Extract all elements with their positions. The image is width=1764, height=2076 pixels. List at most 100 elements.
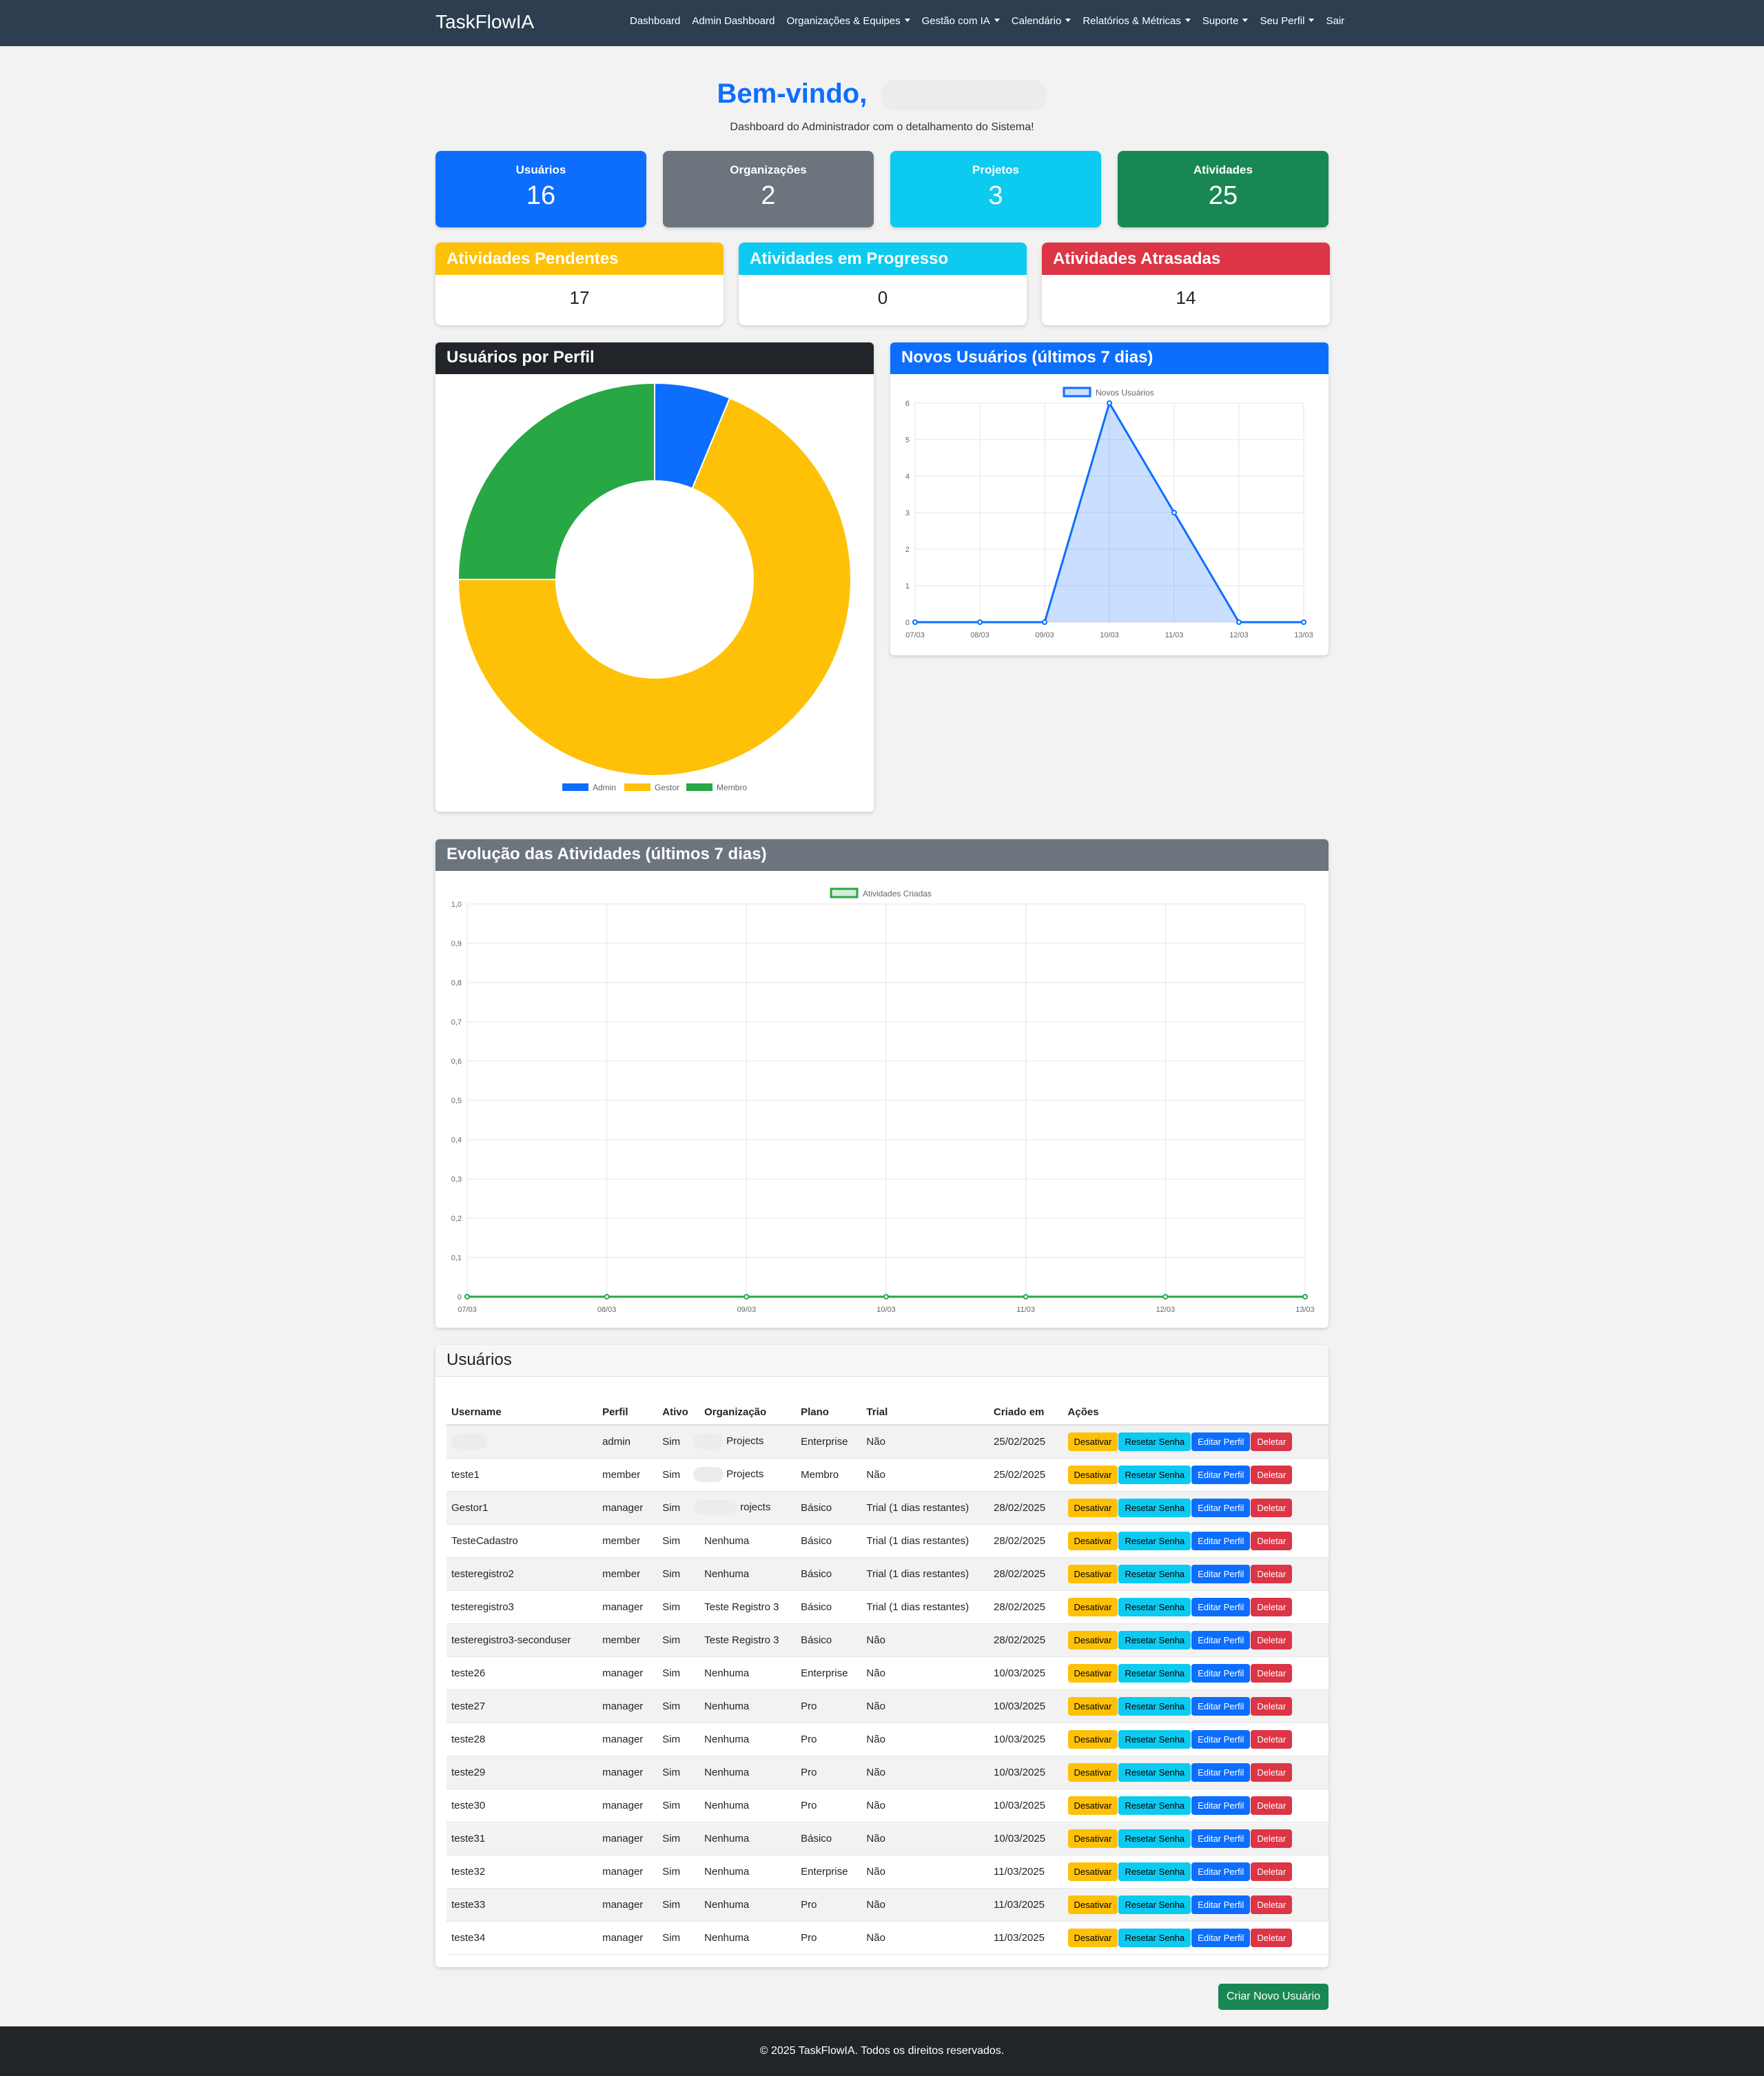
reset-password-button[interactable]: Resetar Senha	[1118, 1796, 1191, 1815]
edit-profile-button[interactable]: Editar Perfil	[1191, 1862, 1251, 1881]
edit-profile-button[interactable]: Editar Perfil	[1191, 1597, 1251, 1616]
edit-profile-button[interactable]: Editar Perfil	[1191, 1796, 1251, 1815]
deactivate-button[interactable]: Desativar	[1067, 1564, 1118, 1583]
data-point[interactable]	[1236, 619, 1242, 625]
nav-item-calendario[interactable]: Calendário	[1012, 15, 1071, 27]
data-point[interactable]	[977, 619, 983, 625]
column-header-plano[interactable]: Plano	[796, 1395, 862, 1426]
reset-password-button[interactable]: Resetar Senha	[1118, 1531, 1191, 1550]
edit-profile-button[interactable]: Editar Perfil	[1191, 1531, 1251, 1550]
data-point[interactable]	[1171, 510, 1177, 515]
edit-profile-button[interactable]: Editar Perfil	[1191, 1928, 1251, 1947]
deactivate-button[interactable]: Desativar	[1067, 1465, 1118, 1484]
deactivate-button[interactable]: Desativar	[1067, 1895, 1118, 1914]
deactivate-button[interactable]: Desativar	[1067, 1663, 1118, 1683]
edit-profile-button[interactable]: Editar Perfil	[1191, 1432, 1251, 1451]
delete-button[interactable]: Deletar	[1251, 1498, 1293, 1517]
data-point[interactable]	[1162, 1294, 1169, 1299]
legend-label[interactable]: Novos Usuários	[1096, 388, 1154, 398]
edit-profile-button[interactable]: Editar Perfil	[1191, 1663, 1251, 1683]
column-header-criado-em[interactable]: Criado em	[989, 1395, 1063, 1426]
data-point[interactable]	[604, 1294, 610, 1299]
legend-label-admin[interactable]: Admin	[593, 783, 616, 792]
reset-password-button[interactable]: Resetar Senha	[1118, 1829, 1191, 1848]
reset-password-button[interactable]: Resetar Senha	[1118, 1564, 1191, 1583]
reset-password-button[interactable]: Resetar Senha	[1118, 1432, 1191, 1451]
column-header-acoes[interactable]: Ações	[1063, 1395, 1329, 1426]
deactivate-button[interactable]: Desativar	[1067, 1630, 1118, 1650]
reset-password-button[interactable]: Resetar Senha	[1118, 1465, 1191, 1484]
delete-button[interactable]: Deletar	[1251, 1762, 1293, 1782]
column-header-perfil[interactable]: Perfil	[597, 1395, 658, 1426]
deactivate-button[interactable]: Desativar	[1067, 1928, 1118, 1947]
delete-button[interactable]: Deletar	[1251, 1564, 1293, 1583]
delete-button[interactable]: Deletar	[1251, 1796, 1293, 1815]
edit-profile-button[interactable]: Editar Perfil	[1191, 1564, 1251, 1583]
donut-slice-gestor[interactable]	[457, 397, 852, 777]
edit-profile-button[interactable]: Editar Perfil	[1191, 1729, 1251, 1749]
deactivate-button[interactable]: Desativar	[1067, 1862, 1118, 1881]
column-header-username[interactable]: Username	[447, 1395, 598, 1426]
edit-profile-button[interactable]: Editar Perfil	[1191, 1696, 1251, 1716]
reset-password-button[interactable]: Resetar Senha	[1118, 1597, 1191, 1616]
nav-item-admin-dashboard[interactable]: Admin Dashboard	[692, 15, 775, 27]
reset-password-button[interactable]: Resetar Senha	[1118, 1663, 1191, 1683]
delete-button[interactable]: Deletar	[1251, 1862, 1293, 1881]
column-header-organizacao[interactable]: Organização	[699, 1395, 797, 1426]
reset-password-button[interactable]: Resetar Senha	[1118, 1729, 1191, 1749]
nav-item-dashboard[interactable]: Dashboard	[630, 15, 680, 27]
reset-password-button[interactable]: Resetar Senha	[1118, 1696, 1191, 1716]
reset-password-button[interactable]: Resetar Senha	[1118, 1895, 1191, 1914]
delete-button[interactable]: Deletar	[1251, 1465, 1293, 1484]
deactivate-button[interactable]: Desativar	[1067, 1762, 1118, 1782]
deactivate-button[interactable]: Desativar	[1067, 1729, 1118, 1749]
data-point[interactable]	[1042, 619, 1047, 625]
data-point[interactable]	[1302, 1294, 1308, 1299]
delete-button[interactable]: Deletar	[1251, 1696, 1293, 1716]
deactivate-button[interactable]: Desativar	[1067, 1432, 1118, 1451]
deactivate-button[interactable]: Desativar	[1067, 1531, 1118, 1550]
delete-button[interactable]: Deletar	[1251, 1895, 1293, 1914]
brand-logo[interactable]: TaskFlowIA	[435, 11, 535, 32]
data-point[interactable]	[1107, 400, 1112, 406]
create-user-button[interactable]: Criar Novo Usuário	[1218, 1984, 1329, 2010]
nav-item-organizacoes-equipes[interactable]: Organizações & Equipes	[786, 15, 910, 27]
data-point[interactable]	[743, 1294, 750, 1299]
reset-password-button[interactable]: Resetar Senha	[1118, 1862, 1191, 1881]
nav-item-gestao-com-ia[interactable]: Gestão com IA	[922, 15, 1000, 27]
deactivate-button[interactable]: Desativar	[1067, 1597, 1118, 1616]
legend-label-membro[interactable]: Membro	[717, 783, 747, 792]
delete-button[interactable]: Deletar	[1251, 1531, 1293, 1550]
edit-profile-button[interactable]: Editar Perfil	[1191, 1895, 1251, 1914]
nav-item-suporte[interactable]: Suporte	[1202, 15, 1249, 27]
deactivate-button[interactable]: Desativar	[1067, 1796, 1118, 1815]
delete-button[interactable]: Deletar	[1251, 1928, 1293, 1947]
edit-profile-button[interactable]: Editar Perfil	[1191, 1829, 1251, 1848]
data-point[interactable]	[464, 1294, 470, 1299]
delete-button[interactable]: Deletar	[1251, 1597, 1293, 1616]
edit-profile-button[interactable]: Editar Perfil	[1191, 1465, 1251, 1484]
nav-item-relatorios-metricas[interactable]: Relatórios & Métricas	[1083, 15, 1191, 27]
legend-label-gestor[interactable]: Gestor	[655, 783, 679, 792]
nav-item-sair[interactable]: Sair	[1326, 15, 1344, 27]
donut-slice-membro[interactable]	[457, 382, 655, 580]
deactivate-button[interactable]: Desativar	[1067, 1498, 1118, 1517]
deactivate-button[interactable]: Desativar	[1067, 1696, 1118, 1716]
delete-button[interactable]: Deletar	[1251, 1432, 1293, 1451]
data-point[interactable]	[1301, 619, 1306, 625]
edit-profile-button[interactable]: Editar Perfil	[1191, 1498, 1251, 1517]
data-point[interactable]	[883, 1294, 889, 1299]
legend-label[interactable]: Atividades Criadas	[863, 889, 932, 898]
edit-profile-button[interactable]: Editar Perfil	[1191, 1762, 1251, 1782]
reset-password-button[interactable]: Resetar Senha	[1118, 1928, 1191, 1947]
nav-item-seu-perfil[interactable]: Seu Perfil	[1260, 15, 1315, 27]
delete-button[interactable]: Deletar	[1251, 1663, 1293, 1683]
column-header-ativo[interactable]: Ativo	[657, 1395, 700, 1426]
delete-button[interactable]: Deletar	[1251, 1729, 1293, 1749]
reset-password-button[interactable]: Resetar Senha	[1118, 1498, 1191, 1517]
data-point[interactable]	[1023, 1294, 1029, 1299]
deactivate-button[interactable]: Desativar	[1067, 1829, 1118, 1848]
column-header-trial[interactable]: Trial	[861, 1395, 989, 1426]
delete-button[interactable]: Deletar	[1251, 1630, 1293, 1650]
reset-password-button[interactable]: Resetar Senha	[1118, 1630, 1191, 1650]
